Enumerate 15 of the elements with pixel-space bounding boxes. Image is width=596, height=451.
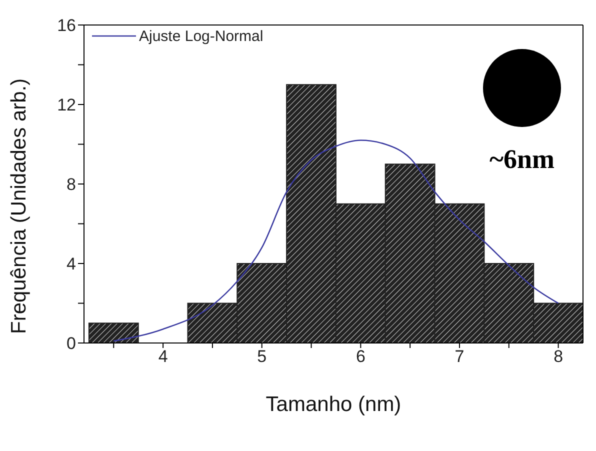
y-tick-label: 16 (57, 16, 76, 36)
y-tick-label: 8 (66, 175, 76, 194)
x-axis-title: Tamanho (nm) (266, 393, 402, 416)
y-axis-title: Frequência (Unidades arb.) (7, 78, 30, 334)
x-tick-label: 6 (356, 347, 366, 366)
x-tick-label: 7 (454, 347, 464, 366)
legend-label: Ajuste Log-Normal (139, 28, 264, 45)
y-tick-label: 12 (57, 96, 76, 115)
x-tick-label: 5 (257, 347, 267, 366)
x-tick-label: 4 (158, 347, 168, 366)
y-tick-label: 4 (66, 254, 76, 274)
y-tick-label: 0 (66, 334, 76, 354)
line-series (112, 140, 559, 342)
x-tick-label: 8 (554, 347, 564, 366)
annotation: ~6nm (489, 144, 556, 174)
